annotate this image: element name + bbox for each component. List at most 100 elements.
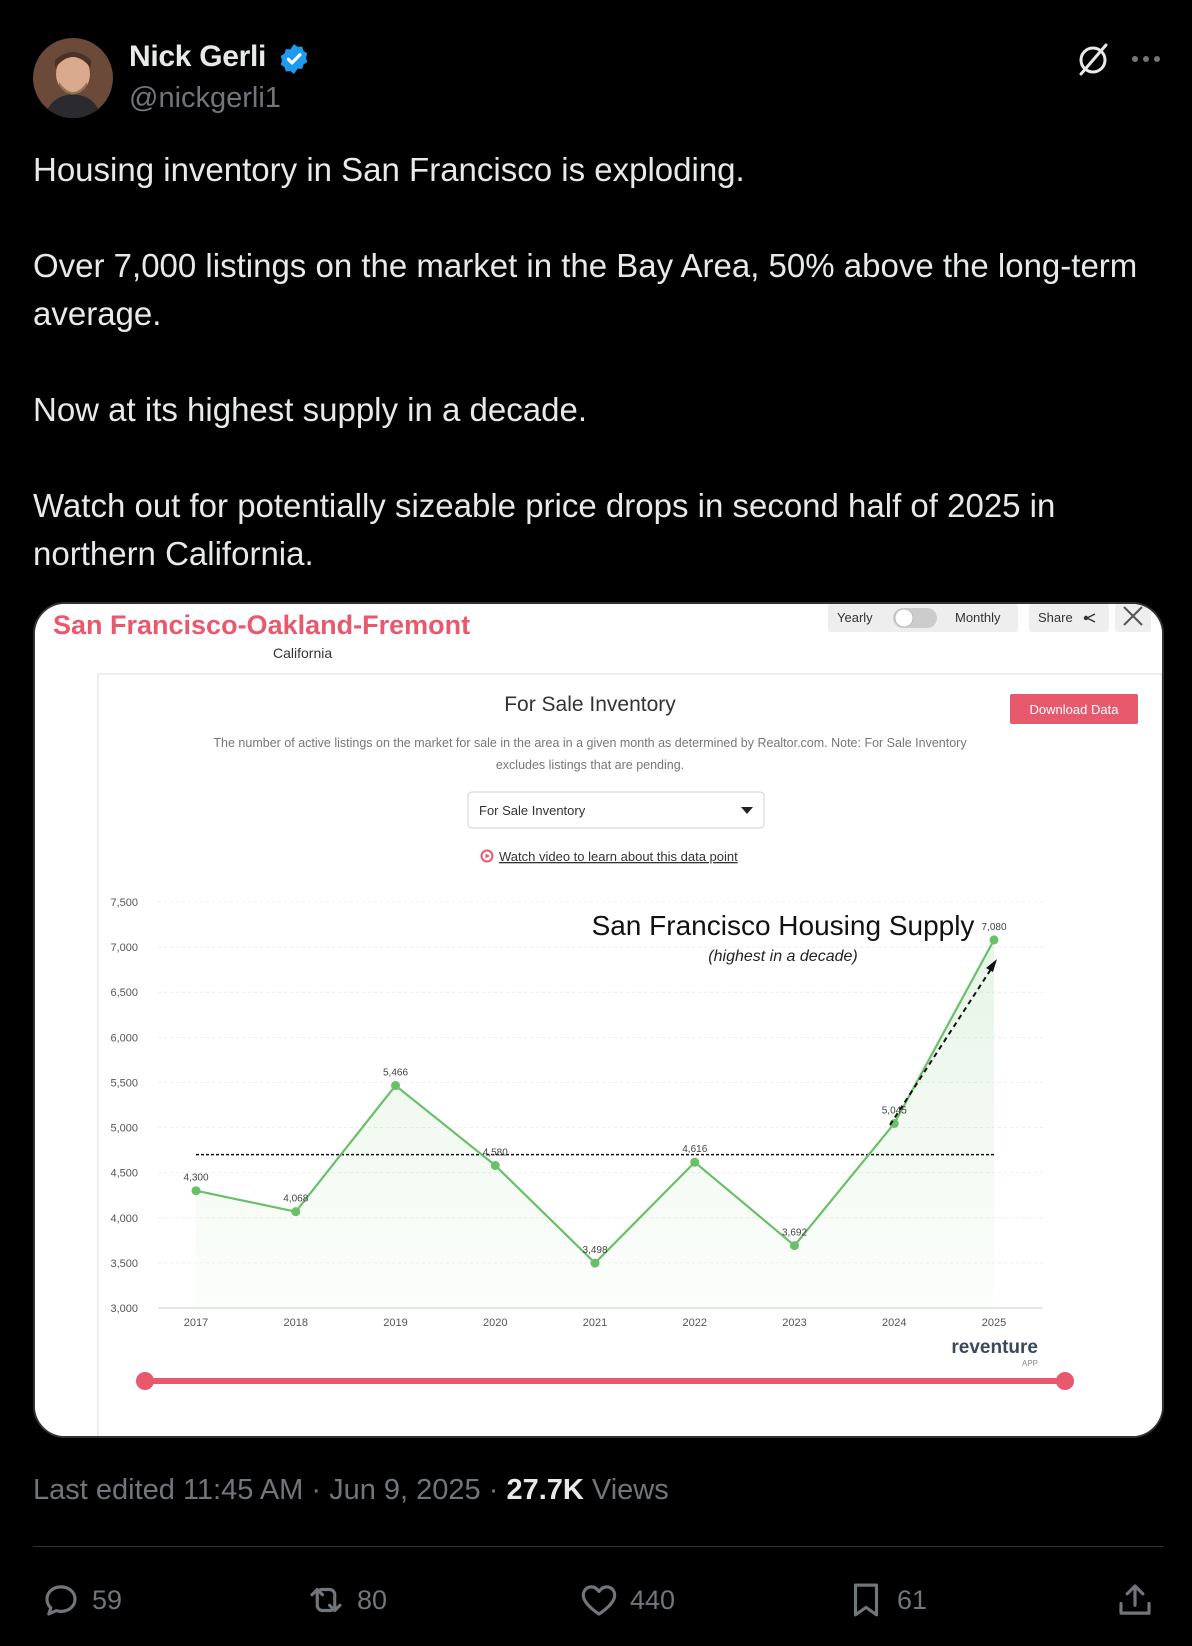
chart-subtitle: (highest in a decade): [708, 948, 857, 965]
panel-description: excludes listings that are pending.: [496, 758, 684, 772]
data-point[interactable]: [191, 1186, 201, 1196]
y-tick-label: 6,000: [110, 1032, 138, 1044]
tweet-paragraph: Housing inventory in San Francisco is ex…: [33, 151, 745, 188]
tweet-paragraph: Now at its highest supply in a decade.: [33, 391, 587, 428]
data-point[interactable]: [590, 1258, 600, 1268]
download-data-label: Download Data: [1030, 702, 1120, 717]
reventure-logo-sub: APP: [1022, 1359, 1038, 1368]
share-label: Share: [1038, 610, 1073, 625]
y-tick-label: 7,500: [110, 897, 138, 909]
more-options-icon[interactable]: [1129, 46, 1163, 72]
views-count: 27.7K: [506, 1474, 584, 1506]
play-icon: [480, 849, 494, 863]
data-point[interactable]: [291, 1207, 301, 1217]
dropdown-value: For Sale Inventory: [479, 803, 586, 818]
data-label: 5,466: [383, 1068, 408, 1079]
tweet-paragraph: Watch out for potentially sizeable price…: [33, 487, 1056, 572]
data-point[interactable]: [790, 1241, 799, 1251]
views-label: Views: [583, 1474, 669, 1506]
close-icon[interactable]: [1115, 604, 1151, 632]
inventory-line-chart: 7,500 7,000 6,500 6,000 5,500 5,000 4,500 4,000…: [110, 897, 1043, 1329]
chart-title: San Francisco Housing Supply: [592, 910, 975, 941]
reply-count: 59: [92, 1584, 123, 1615]
y-tick-label: 3,000: [110, 1303, 138, 1315]
repost-icon: [310, 1587, 342, 1613]
trend-arrow: [889, 959, 997, 1126]
data-label: 3,498: [582, 1245, 607, 1256]
data-point[interactable]: [690, 1157, 700, 1167]
edited-timestamp[interactable]: Last edited 11:45 AM · Jun 9, 2025 ·: [33, 1474, 507, 1506]
data-label: 5,045: [882, 1105, 907, 1116]
range-end-handle[interactable]: [1056, 1372, 1074, 1390]
x-tick-label: 2020: [483, 1317, 507, 1329]
divider: [33, 1546, 1164, 1547]
tweet-metadata: Last edited 11:45 AM · Jun 9, 2025 · 27.…: [33, 1474, 669, 1507]
tweet-media-image[interactable]: San Francisco-Oakland-Fremont California…: [33, 602, 1164, 1438]
data-label: 4,616: [682, 1144, 707, 1155]
grok-icon[interactable]: [1074, 40, 1112, 78]
like-count: 440: [630, 1584, 676, 1615]
tweet-paragraph: Over 7,000 listings on the market in the…: [33, 247, 1138, 332]
x-tick-label: 2024: [882, 1317, 906, 1329]
x-tick-label: 2017: [184, 1317, 208, 1329]
toggle-label-monthly: Monthly: [955, 610, 1001, 625]
data-point[interactable]: [490, 1160, 500, 1170]
panel-description: The number of active listings on the mar…: [213, 736, 967, 750]
x-tick-label: 2022: [683, 1317, 707, 1329]
panel-title: For Sale Inventory: [504, 693, 676, 716]
tweet-text: Housing inventory in San Francisco is ex…: [33, 146, 1163, 578]
heart-icon: [581, 1585, 617, 1616]
data-point[interactable]: [391, 1081, 400, 1091]
bookmark-count: 61: [897, 1584, 928, 1615]
x-tick-label: 2019: [383, 1317, 407, 1329]
data-label: 7,080: [981, 922, 1006, 933]
watch-video-link[interactable]: Watch video to learn about this data poi…: [480, 849, 739, 864]
verified-badge-icon: [280, 44, 308, 74]
avatar[interactable]: [33, 38, 113, 118]
repost-count: 80: [357, 1584, 388, 1615]
y-tick-label: 7,000: [110, 942, 138, 954]
x-tick-label: 2023: [782, 1317, 806, 1329]
data-label: 4,580: [483, 1147, 508, 1158]
y-tick-label: 4,000: [110, 1213, 138, 1225]
repost-button[interactable]: 80: [305, 1570, 387, 1630]
y-tick-label: 5,500: [110, 1077, 138, 1089]
data-label: 4,068: [283, 1194, 308, 1205]
author-name[interactable]: Nick Gerli: [129, 40, 267, 73]
y-tick-label: 4,500: [110, 1168, 138, 1180]
x-tick-label: 2018: [284, 1317, 308, 1329]
like-button[interactable]: 440: [578, 1570, 675, 1630]
data-label: 3,692: [782, 1228, 807, 1239]
chevron-down-icon: [741, 807, 753, 814]
x-tick-label: 2021: [583, 1317, 607, 1329]
data-point[interactable]: [989, 935, 999, 945]
data-label: 4,300: [183, 1173, 208, 1184]
reply-icon: [45, 1585, 77, 1616]
avatar-image: [33, 38, 113, 118]
author-handle[interactable]: @nickgerli1: [129, 82, 281, 114]
range-start-handle[interactable]: [136, 1372, 154, 1390]
yearly-monthly-toggle[interactable]: Yearly Monthly: [828, 604, 1018, 632]
watch-video-label: Watch video to learn about this data poi…: [499, 849, 738, 864]
x-tick-label: 2025: [982, 1317, 1006, 1329]
reply-button[interactable]: 59: [40, 1570, 122, 1630]
share-tweet-button[interactable]: [1114, 1570, 1156, 1630]
bookmark-button[interactable]: 61: [845, 1570, 927, 1630]
y-tick-label: 3,500: [110, 1258, 138, 1270]
download-data-button[interactable]: Download Data: [1010, 694, 1138, 724]
reventure-logo: reventure: [951, 1337, 1038, 1358]
share-upload-icon: [1119, 1584, 1151, 1615]
y-tick-label: 6,500: [110, 987, 138, 999]
share-icon: [1083, 613, 1096, 623]
date-range-slider[interactable]: [136, 1372, 1074, 1390]
bookmark-icon: [853, 1583, 879, 1617]
y-tick-label: 5,000: [110, 1123, 138, 1135]
toggle-label-yearly: Yearly: [837, 610, 873, 625]
series-area: [196, 939, 994, 1308]
region-title: San Francisco-Oakland-Fremont: [53, 610, 470, 640]
metric-dropdown[interactable]: For Sale Inventory: [467, 791, 765, 829]
action-bar: 59 80 440 61: [0, 1570, 1192, 1630]
share-button[interactable]: Share: [1029, 604, 1109, 632]
region-subtitle: California: [273, 645, 332, 661]
